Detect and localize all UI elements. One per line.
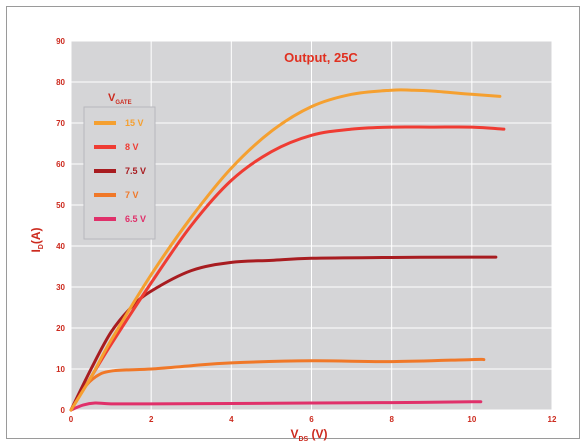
x-tick-label: 6 xyxy=(309,415,314,424)
legend-items: 15 V 8 V 7.5 V 7 V 6.5 V xyxy=(94,118,146,224)
y-label-sub: D xyxy=(38,244,45,249)
x-label-main: V xyxy=(290,427,298,441)
y-tick-label: 60 xyxy=(56,160,65,169)
y-tick-label: 70 xyxy=(56,119,65,128)
y-tick-label: 50 xyxy=(56,201,65,210)
x-axis-label: VDS (V) xyxy=(290,427,327,443)
chart-title: Output, 25C xyxy=(284,50,358,65)
y-tick-label: 20 xyxy=(56,324,65,333)
series-line-8-v xyxy=(69,125,506,412)
legend-label-7-5-v: 7.5 V xyxy=(125,166,146,176)
series-group xyxy=(69,88,506,412)
x-tick-label: 2 xyxy=(149,415,154,424)
y-tick-label: 30 xyxy=(56,283,65,292)
x-tick-label: 12 xyxy=(548,415,557,424)
y-label-unit: (A) xyxy=(29,227,43,244)
legend-label-7-v: 7 V xyxy=(125,190,139,200)
series-line-6-5-v xyxy=(69,400,483,412)
legend-label-15-v: 15 V xyxy=(125,118,144,128)
legend-label-6-5-v: 6.5 V xyxy=(125,214,146,224)
x-tick-label: 4 xyxy=(229,415,234,424)
legend-title-main: V xyxy=(108,92,116,104)
y-tick-label: 10 xyxy=(56,365,65,374)
x-tick-label: 10 xyxy=(467,415,476,424)
x-tick-label: 0 xyxy=(69,415,74,424)
legend: VGATE 15 V 8 V 7.5 V 7 V 6.5 V xyxy=(83,92,156,240)
x-label-sub: DS xyxy=(298,436,308,443)
y-label-main: I xyxy=(29,249,43,252)
x-label-unit: (V) xyxy=(308,427,327,441)
x-ticks: 0 2 4 6 8 10 12 xyxy=(69,415,557,424)
x-tick-label: 8 xyxy=(389,415,394,424)
y-axis-label: ID(A) xyxy=(29,227,45,252)
legend-title: VGATE xyxy=(108,92,132,106)
y-tick-label: 80 xyxy=(56,78,65,87)
series-line-7-v xyxy=(69,357,486,412)
legend-title-sub: GATE xyxy=(115,100,131,106)
series-line-15-v xyxy=(69,88,502,412)
y-tick-label: 0 xyxy=(61,406,66,415)
y-tick-label: 40 xyxy=(56,242,65,251)
series-line-7-5-v xyxy=(69,255,498,412)
y-tick-label: 90 xyxy=(56,37,65,46)
y-ticks: 0 10 20 30 40 50 60 70 80 90 xyxy=(56,37,65,415)
legend-label-8-v: 8 V xyxy=(125,142,139,152)
